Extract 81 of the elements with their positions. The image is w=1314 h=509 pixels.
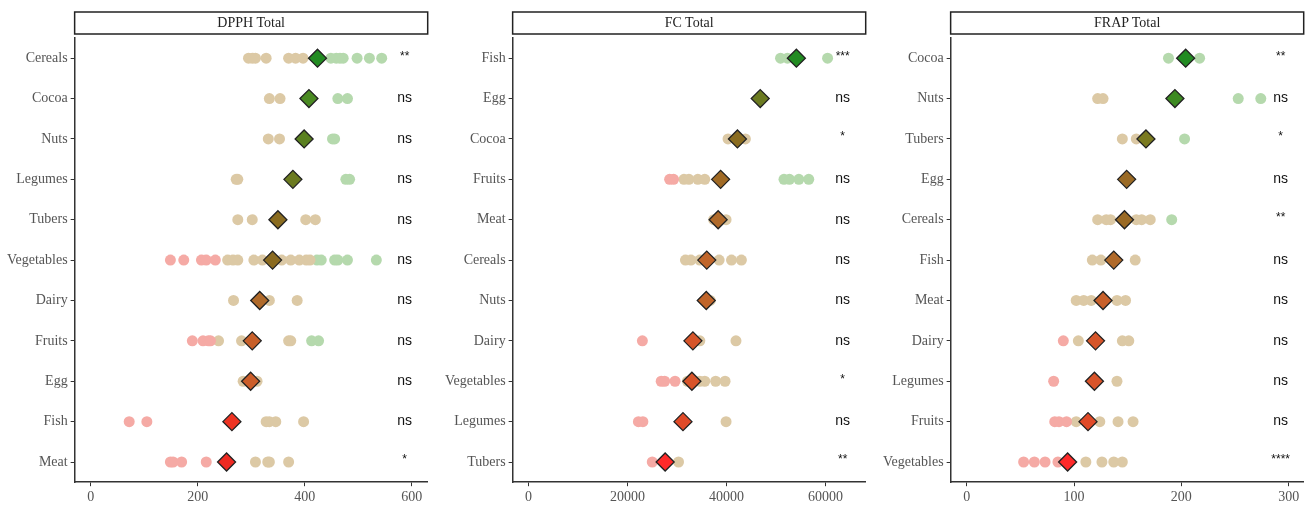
annotation: *** xyxy=(835,48,851,63)
annotation: ns xyxy=(835,412,851,429)
y-tick-label: Fruits xyxy=(910,413,944,429)
annotation: ns xyxy=(397,291,413,308)
y-tick-label: Vegetables xyxy=(6,251,68,267)
annotation: ns xyxy=(835,331,851,348)
y-tick-label: Meat xyxy=(914,292,944,308)
x-tick-label: 0 xyxy=(524,489,532,505)
y-tick-label: Tubers xyxy=(905,130,944,146)
y-tick-label: Egg xyxy=(921,171,944,187)
annotation: * xyxy=(402,452,408,467)
x-tick-label: 200 xyxy=(187,489,209,505)
annotation: ns xyxy=(835,210,851,227)
y-tick-label: Nuts xyxy=(41,130,68,146)
y-tick-label: Tubers xyxy=(29,211,68,227)
x-tick-label: 600 xyxy=(401,489,423,505)
annotation: ns xyxy=(1273,412,1289,429)
annotation: * xyxy=(1278,129,1284,144)
y-tick-label: Fish xyxy=(919,251,944,267)
annotation: ** xyxy=(838,452,848,467)
annotation: * xyxy=(840,371,846,386)
y-tick-label: Vegetables xyxy=(444,372,506,388)
annotation: ns xyxy=(1273,89,1289,106)
annotation: ** xyxy=(1276,48,1286,63)
chart-title: FRAP Total xyxy=(1094,14,1161,30)
y-tick-label: Vegetables xyxy=(882,453,944,469)
y-tick-label: Nuts xyxy=(917,90,944,106)
annotation: ns xyxy=(397,89,413,106)
annotation: ns xyxy=(835,250,851,267)
annotation: ns xyxy=(835,89,851,106)
y-tick-label: Meat xyxy=(38,453,68,469)
y-tick-label: Cereals xyxy=(25,49,68,65)
y-tick-label: Egg xyxy=(483,90,506,106)
annotation: ns xyxy=(397,210,413,227)
x-tick-label: 300 xyxy=(1278,489,1300,505)
chart-title: FC Total xyxy=(664,14,714,30)
x-tick-label: 0 xyxy=(87,489,95,505)
y-tick-label: Cocoa xyxy=(31,90,69,106)
annotation: ns xyxy=(1273,291,1289,308)
y-tick-label: Tubers xyxy=(467,453,506,469)
y-tick-label: Fruits xyxy=(472,171,506,187)
y-tick-label: Fish xyxy=(43,413,68,429)
annotation: ns xyxy=(397,170,413,187)
annotation: ns xyxy=(1273,372,1289,389)
annotation: ns xyxy=(397,129,413,146)
x-tick-label: 100 xyxy=(1063,489,1085,505)
x-tick-label: 60000 xyxy=(808,489,844,505)
x-tick-label: 400 xyxy=(294,489,316,505)
y-tick-label: Legumes xyxy=(892,372,944,388)
annotation: ** xyxy=(1276,210,1286,225)
y-tick-label: Cocoa xyxy=(469,130,507,146)
x-tick-label: 200 xyxy=(1170,489,1192,505)
annotation: ns xyxy=(1273,170,1289,187)
y-tick-label: Fish xyxy=(481,49,506,65)
annotation: ns xyxy=(1273,331,1289,348)
y-tick-label: Dairy xyxy=(473,332,506,348)
y-tick-label: Cereals xyxy=(463,251,506,267)
y-tick-label: Cocoa xyxy=(907,49,945,65)
annotation: ns xyxy=(835,170,851,187)
annotation: * xyxy=(840,129,846,144)
y-tick-label: Meat xyxy=(476,211,506,227)
chart-title: DPPH Total xyxy=(217,14,286,30)
x-tick-label: 40000 xyxy=(709,489,745,505)
y-tick-label: Nuts xyxy=(479,292,506,308)
annotation: **** xyxy=(1271,452,1291,467)
x-tick-label: 20000 xyxy=(610,489,646,505)
annotation: ** xyxy=(400,48,410,63)
annotation: ns xyxy=(1273,250,1289,267)
annotation: ns xyxy=(397,372,413,389)
annotation: ns xyxy=(397,412,413,429)
annotation: ns xyxy=(835,291,851,308)
annotation: ns xyxy=(397,250,413,267)
y-tick-label: Cereals xyxy=(901,211,944,227)
x-tick-label: 0 xyxy=(963,489,971,505)
y-tick-label: Dairy xyxy=(35,292,68,308)
annotation: ns xyxy=(397,331,413,348)
y-tick-label: Legumes xyxy=(16,171,68,187)
y-tick-label: Dairy xyxy=(911,332,944,348)
y-tick-label: Legumes xyxy=(454,413,506,429)
y-tick-label: Fruits xyxy=(34,332,68,348)
y-tick-label: Egg xyxy=(45,372,68,388)
